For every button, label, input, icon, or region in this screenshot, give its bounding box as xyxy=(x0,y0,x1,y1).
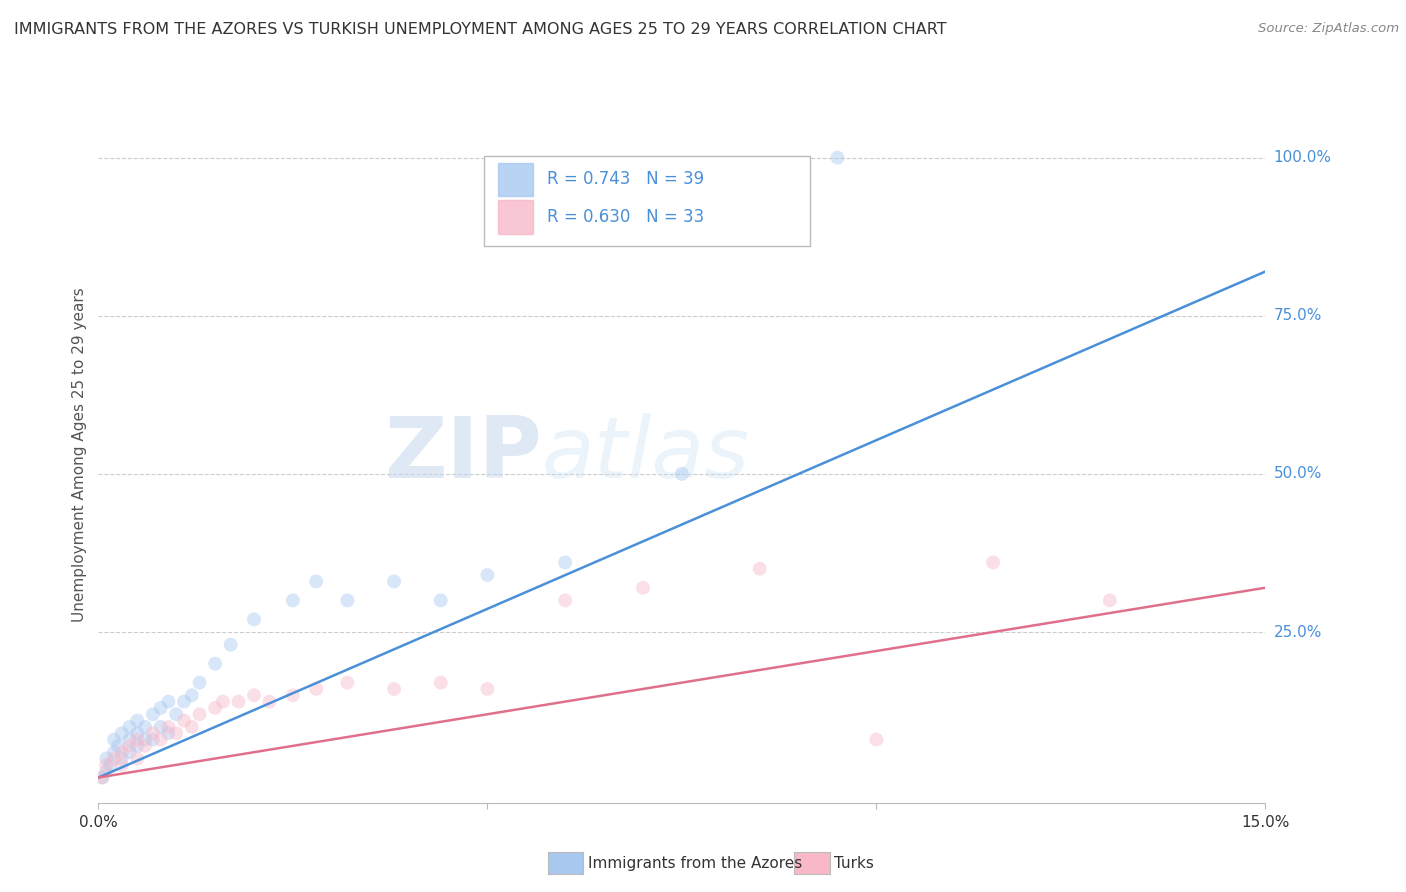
Point xyxy=(671,467,693,481)
Point xyxy=(142,726,165,740)
Point xyxy=(118,745,141,759)
Point xyxy=(111,726,134,740)
Point xyxy=(1098,593,1121,607)
Point xyxy=(281,593,304,607)
Text: Immigrants from the Azores: Immigrants from the Azores xyxy=(588,856,801,871)
Point xyxy=(204,657,226,671)
Point xyxy=(149,701,172,715)
FancyBboxPatch shape xyxy=(498,201,533,234)
Point xyxy=(103,745,125,759)
Y-axis label: Unemployment Among Ages 25 to 29 years: Unemployment Among Ages 25 to 29 years xyxy=(72,287,87,623)
Point xyxy=(180,720,202,734)
Text: Turks: Turks xyxy=(834,856,873,871)
Point xyxy=(165,707,187,722)
Point xyxy=(336,675,359,690)
Point xyxy=(305,681,328,696)
Point xyxy=(157,695,180,709)
Point xyxy=(149,720,172,734)
Text: atlas: atlas xyxy=(541,413,749,497)
Point xyxy=(382,681,405,696)
Point xyxy=(865,732,887,747)
Text: 50.0%: 50.0% xyxy=(1274,467,1322,482)
Point xyxy=(127,726,149,740)
Point xyxy=(212,695,235,709)
Point xyxy=(188,675,211,690)
Point xyxy=(134,739,156,753)
Point xyxy=(118,739,141,753)
Point xyxy=(228,695,250,709)
Text: ZIP: ZIP xyxy=(384,413,541,497)
Text: R = 0.743   N = 39: R = 0.743 N = 39 xyxy=(547,170,703,188)
Point xyxy=(96,751,118,765)
Point xyxy=(127,751,149,765)
Point xyxy=(173,714,195,728)
Point xyxy=(173,695,195,709)
Point xyxy=(91,771,114,785)
Point xyxy=(103,751,125,765)
Text: R = 0.630   N = 33: R = 0.630 N = 33 xyxy=(547,208,704,226)
FancyBboxPatch shape xyxy=(498,162,533,196)
Text: IMMIGRANTS FROM THE AZORES VS TURKISH UNEMPLOYMENT AMONG AGES 25 TO 29 YEARS COR: IMMIGRANTS FROM THE AZORES VS TURKISH UN… xyxy=(14,22,946,37)
Point xyxy=(554,593,576,607)
Point xyxy=(103,732,125,747)
Text: 0.0%: 0.0% xyxy=(79,815,118,830)
Point xyxy=(243,688,266,702)
Point xyxy=(305,574,328,589)
Point xyxy=(157,726,180,740)
Point xyxy=(204,701,226,715)
Point xyxy=(336,593,359,607)
Point xyxy=(382,574,405,589)
Point xyxy=(188,707,211,722)
Point xyxy=(134,732,156,747)
Point xyxy=(631,581,654,595)
Point xyxy=(98,757,121,772)
Point xyxy=(111,757,134,772)
Point xyxy=(118,732,141,747)
Text: 15.0%: 15.0% xyxy=(1241,815,1289,830)
Point xyxy=(91,771,114,785)
Point xyxy=(281,688,304,702)
Point xyxy=(134,720,156,734)
Point xyxy=(477,568,499,582)
Point xyxy=(827,151,849,165)
Point xyxy=(118,720,141,734)
Point xyxy=(111,745,134,759)
Point xyxy=(127,714,149,728)
Point xyxy=(554,556,576,570)
Point xyxy=(157,720,180,734)
Text: 25.0%: 25.0% xyxy=(1274,624,1322,640)
Point xyxy=(748,562,770,576)
Point xyxy=(180,688,202,702)
Point xyxy=(142,707,165,722)
Text: 75.0%: 75.0% xyxy=(1274,309,1322,323)
Point xyxy=(981,556,1004,570)
Point xyxy=(165,726,187,740)
Text: Source: ZipAtlas.com: Source: ZipAtlas.com xyxy=(1258,22,1399,36)
Point xyxy=(243,612,266,626)
Point xyxy=(107,739,129,753)
Point xyxy=(111,751,134,765)
FancyBboxPatch shape xyxy=(484,156,810,246)
Point xyxy=(429,593,451,607)
Point xyxy=(429,675,451,690)
Point xyxy=(127,732,149,747)
Point xyxy=(149,732,172,747)
Point xyxy=(219,638,242,652)
Text: 100.0%: 100.0% xyxy=(1274,150,1331,165)
Point xyxy=(127,739,149,753)
Point xyxy=(96,764,118,779)
Point xyxy=(259,695,281,709)
Point xyxy=(477,681,499,696)
Point xyxy=(96,757,118,772)
Point xyxy=(142,732,165,747)
